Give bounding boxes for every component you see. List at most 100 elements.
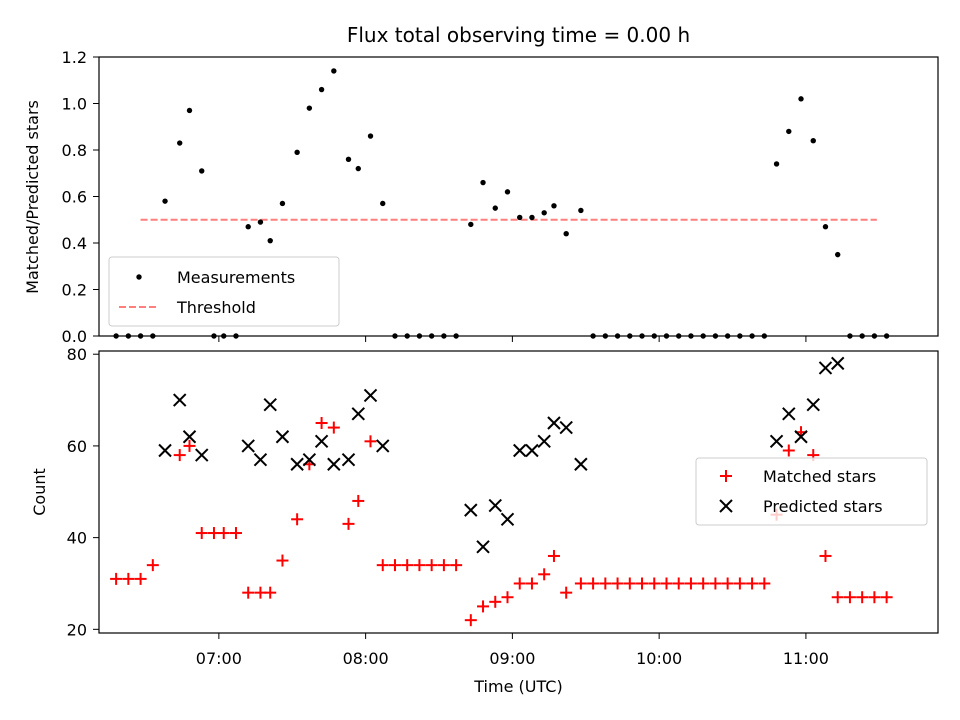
ratio-y-tick-label: 0.4 <box>62 234 87 253</box>
predicted-star-marker <box>302 452 317 467</box>
matched-star-marker <box>376 559 389 572</box>
matched-star-marker <box>538 568 551 581</box>
matched-star-marker <box>684 577 697 590</box>
measurement-point <box>822 224 829 230</box>
matched-star-marker <box>464 614 477 627</box>
count-x-tick-label: 11:00 <box>783 649 829 668</box>
measurement-point <box>318 86 325 93</box>
measurement-point <box>551 203 557 209</box>
matched-star-marker <box>229 527 242 540</box>
predicted-star-marker <box>363 388 378 403</box>
matched-star-marker <box>134 572 147 585</box>
matched-star-marker <box>587 577 600 590</box>
matched-star-marker <box>276 554 289 567</box>
matched-star-marker <box>574 577 587 590</box>
matched-star-marker <box>746 577 759 590</box>
predicted-star-marker <box>525 443 539 458</box>
predicted-star-marker <box>158 443 172 458</box>
ratio-panel: 0.0 0.2 0.4 0.6 0.8 1.0 1.2 Matched/Predicted … <box>23 48 939 346</box>
measurement-point <box>306 105 313 111</box>
matched-star-marker <box>327 421 340 434</box>
matched-star-marker <box>364 435 377 448</box>
predicted-star-marker <box>831 356 845 371</box>
matched-star-marker <box>291 513 304 526</box>
matched-star-marker <box>352 494 365 507</box>
predicted-star-marker <box>488 498 502 513</box>
matched-star-marker <box>660 577 673 590</box>
ratio-x-axis <box>218 336 807 342</box>
matched-star-marker <box>401 559 414 572</box>
measurement-point <box>199 168 205 174</box>
matched-star-marker <box>547 549 560 562</box>
matched-star-marker <box>672 577 685 590</box>
ratio-legend: Measurements Threshold <box>108 256 340 327</box>
matched-star-marker <box>636 577 649 590</box>
ratio-y-tick-label: 0.6 <box>62 188 87 207</box>
predicted-star-marker <box>782 407 796 421</box>
predicted-star-marker <box>818 361 833 375</box>
matched-star-marker <box>195 527 208 540</box>
count-markers-layer <box>110 356 893 627</box>
legend-matched-marker <box>720 470 732 482</box>
matched-star-marker <box>709 577 722 590</box>
matched-star-marker <box>721 577 734 590</box>
measurement-point <box>279 200 286 207</box>
matched-star-marker <box>782 444 795 457</box>
ratio-y-tick-label: 0.2 <box>62 281 87 300</box>
measurement-point <box>245 224 251 230</box>
count-y-tick-label: 60 <box>67 437 87 456</box>
predicted-star-marker <box>376 439 390 453</box>
ratio-y-tick-label: 1.2 <box>62 48 87 67</box>
measurement-point <box>773 161 780 167</box>
ratio-y-tick-label: 0.8 <box>62 141 87 160</box>
legend-predicted-label: Predicted stars <box>763 497 883 516</box>
predicted-star-marker <box>314 434 329 449</box>
count-x-tick-label: 09:00 <box>489 649 535 668</box>
count-x-tick-label: 07:00 <box>196 649 242 668</box>
matched-star-marker <box>183 439 196 452</box>
measurement-point <box>345 156 352 162</box>
matched-star-marker <box>856 591 869 604</box>
matched-star-marker <box>623 577 636 590</box>
matched-star-marker <box>173 449 186 462</box>
measurement-point <box>492 205 498 211</box>
count-x-axis-label: Time (UTC) <box>473 677 562 696</box>
measurement-point <box>267 237 273 244</box>
predicted-star-marker <box>806 397 820 412</box>
measurement-point <box>541 210 547 216</box>
matched-star-marker <box>242 586 255 599</box>
matched-star-marker <box>413 559 426 572</box>
measurement-point <box>810 138 816 144</box>
matched-star-marker <box>880 591 893 604</box>
predicted-star-marker <box>769 434 784 449</box>
measurement-point <box>294 149 300 156</box>
predicted-star-marker <box>241 439 255 453</box>
measurement-point <box>786 128 792 135</box>
count-x-axis: 07:00 08:00 09:00 10:00 11:00 <box>196 633 829 668</box>
measurement-point <box>835 251 841 258</box>
predicted-star-marker <box>275 430 290 444</box>
matched-star-marker <box>217 527 230 540</box>
matched-star-marker <box>437 559 450 572</box>
matched-star-marker <box>501 591 514 604</box>
chart-title: Flux total observing time = 0.00 h <box>347 23 690 47</box>
predicted-star-marker <box>253 452 268 467</box>
matched-star-marker <box>315 416 328 429</box>
measurement-point <box>529 214 535 221</box>
matched-star-marker <box>819 549 832 562</box>
count-legend-box <box>695 457 928 526</box>
matched-star-marker <box>758 577 771 590</box>
matched-star-marker <box>513 577 526 590</box>
ratio-y-axis: 0.0 0.2 0.4 0.6 0.8 1.0 1.2 <box>62 48 99 346</box>
count-plot-frame <box>98 350 939 634</box>
matched-star-marker <box>697 577 710 590</box>
measurement-point <box>468 221 474 228</box>
count-x-tick-label: 08:00 <box>343 649 389 668</box>
matched-star-marker <box>868 591 881 604</box>
measurement-point <box>578 207 584 214</box>
predicted-star-marker <box>290 457 304 471</box>
predicted-star-marker <box>195 448 209 462</box>
matched-star-marker <box>525 577 538 590</box>
predicted-star-marker <box>559 420 573 435</box>
